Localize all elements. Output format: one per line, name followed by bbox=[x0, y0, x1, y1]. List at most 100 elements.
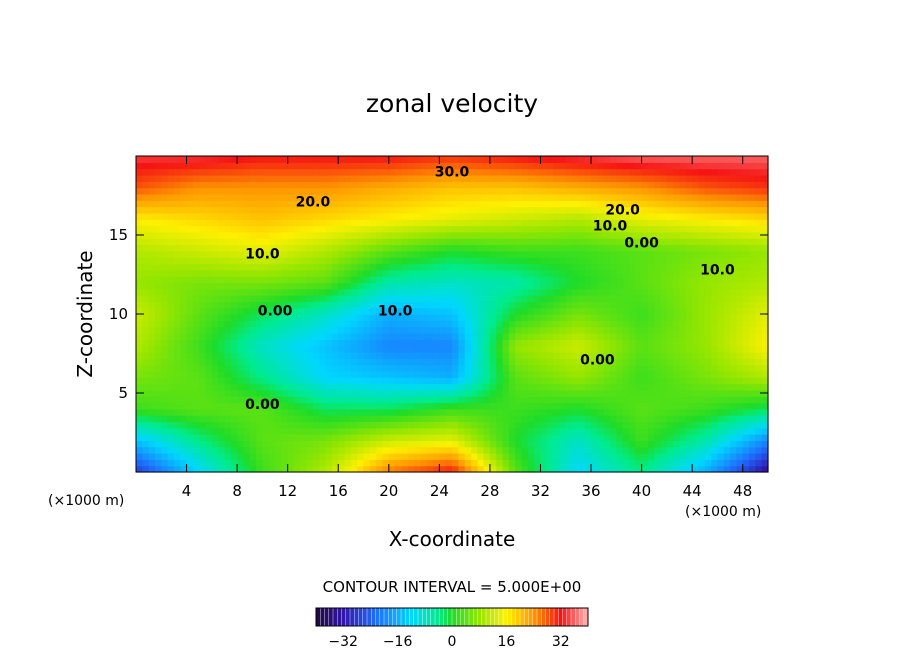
heatmap-cell bbox=[616, 187, 624, 195]
heatmap-cell bbox=[515, 307, 523, 315]
heatmap-cell bbox=[628, 364, 636, 372]
heatmap-cell bbox=[559, 377, 567, 385]
heatmap-cell bbox=[173, 269, 181, 277]
heatmap-cell bbox=[742, 421, 750, 429]
heatmap-cell bbox=[610, 427, 617, 435]
heatmap-cell bbox=[243, 219, 251, 227]
heatmap-cell bbox=[230, 364, 238, 372]
heatmap-cell bbox=[344, 440, 352, 448]
heatmap-cell bbox=[685, 269, 693, 277]
heatmap-cell bbox=[414, 389, 421, 397]
heatmap-cell bbox=[211, 219, 219, 227]
heatmap-cell bbox=[489, 288, 497, 296]
heatmap-cell bbox=[673, 187, 681, 195]
heatmap-cell bbox=[300, 295, 308, 302]
heatmap-cell bbox=[711, 339, 719, 347]
heatmap-cell bbox=[610, 459, 617, 467]
heatmap-cell bbox=[647, 181, 655, 189]
heatmap-cell bbox=[306, 276, 314, 283]
heatmap-cell bbox=[470, 364, 478, 372]
heatmap-cell bbox=[597, 415, 605, 423]
heatmap-cell bbox=[742, 377, 750, 385]
heatmap-cell bbox=[167, 446, 175, 454]
heatmap-cell bbox=[749, 383, 756, 391]
heatmap-cell bbox=[470, 250, 478, 258]
heatmap-cell bbox=[268, 219, 276, 227]
heatmap-cell bbox=[180, 440, 188, 448]
heatmap-cell bbox=[161, 377, 169, 385]
heatmap-cell bbox=[230, 377, 238, 385]
heatmap-cell bbox=[546, 244, 554, 252]
heatmap-cell bbox=[755, 238, 763, 246]
heatmap-cell bbox=[154, 307, 162, 315]
heatmap-cell bbox=[426, 332, 434, 340]
heatmap-cell bbox=[546, 156, 554, 163]
heatmap-cell bbox=[603, 370, 611, 378]
heatmap-cell bbox=[698, 244, 706, 252]
heatmap-cell bbox=[167, 421, 175, 429]
heatmap-cell bbox=[666, 453, 674, 460]
heatmap-cell bbox=[300, 434, 308, 441]
heatmap-cell bbox=[616, 307, 624, 315]
heatmap-cell bbox=[534, 282, 542, 290]
heatmap-cell bbox=[704, 440, 712, 448]
heatmap-cell bbox=[673, 168, 681, 176]
heatmap-cell bbox=[142, 339, 150, 347]
heatmap-cell bbox=[641, 187, 649, 195]
heatmap-cell bbox=[660, 301, 668, 309]
heatmap-cell bbox=[641, 231, 649, 239]
heatmap-cell bbox=[350, 263, 358, 271]
heatmap-cell bbox=[312, 168, 320, 176]
heatmap-cell bbox=[445, 187, 453, 195]
heatmap-cell bbox=[268, 320, 276, 328]
heatmap-cell bbox=[357, 377, 365, 385]
heatmap-cell bbox=[211, 465, 219, 473]
heatmap-cell bbox=[616, 193, 624, 201]
heatmap-cell bbox=[628, 193, 636, 201]
heatmap-cell bbox=[344, 351, 352, 359]
heatmap-cell bbox=[148, 434, 156, 441]
heatmap-cell bbox=[230, 453, 238, 460]
heatmap-cell bbox=[243, 345, 251, 353]
heatmap-cell bbox=[603, 408, 611, 416]
heatmap-cell bbox=[515, 168, 523, 176]
heatmap-cell bbox=[306, 459, 314, 467]
heatmap-cell bbox=[445, 263, 453, 271]
heatmap-cell bbox=[464, 326, 472, 334]
heatmap-cell bbox=[287, 421, 295, 429]
heatmap-cell bbox=[294, 257, 301, 265]
heatmap-cell bbox=[148, 238, 156, 246]
heatmap-cell bbox=[154, 364, 162, 372]
heatmap-cell bbox=[477, 174, 485, 182]
heatmap-cell bbox=[433, 415, 440, 423]
heatmap-cell bbox=[338, 389, 346, 397]
heatmap-cell bbox=[249, 326, 257, 334]
heatmap-cell bbox=[534, 440, 542, 448]
heatmap-cell bbox=[294, 181, 301, 189]
heatmap-cell bbox=[401, 250, 409, 258]
heatmap-cell bbox=[186, 408, 194, 416]
heatmap-cell bbox=[331, 181, 339, 189]
heatmap-cell bbox=[647, 162, 655, 170]
heatmap-cell bbox=[597, 282, 605, 290]
heatmap-cell bbox=[173, 200, 181, 208]
heatmap-cell bbox=[357, 219, 365, 227]
heatmap-cell bbox=[186, 162, 194, 170]
heatmap-cell bbox=[666, 396, 674, 404]
heatmap-cell bbox=[452, 446, 459, 454]
heatmap-cell bbox=[420, 244, 428, 252]
heatmap-cell bbox=[610, 389, 617, 397]
heatmap-cell bbox=[199, 168, 207, 176]
heatmap-cell bbox=[723, 408, 731, 416]
heatmap-cell bbox=[243, 282, 251, 290]
heatmap-cell bbox=[154, 396, 162, 404]
heatmap-cell bbox=[616, 314, 624, 321]
heatmap-cell bbox=[243, 156, 251, 163]
heatmap-cell bbox=[685, 320, 693, 328]
heatmap-cell bbox=[154, 238, 162, 246]
heatmap-cell bbox=[603, 459, 611, 467]
heatmap-cell bbox=[224, 440, 232, 448]
heatmap-cell bbox=[180, 276, 188, 283]
heatmap-cell bbox=[281, 370, 289, 378]
heatmap-cell bbox=[654, 364, 662, 372]
